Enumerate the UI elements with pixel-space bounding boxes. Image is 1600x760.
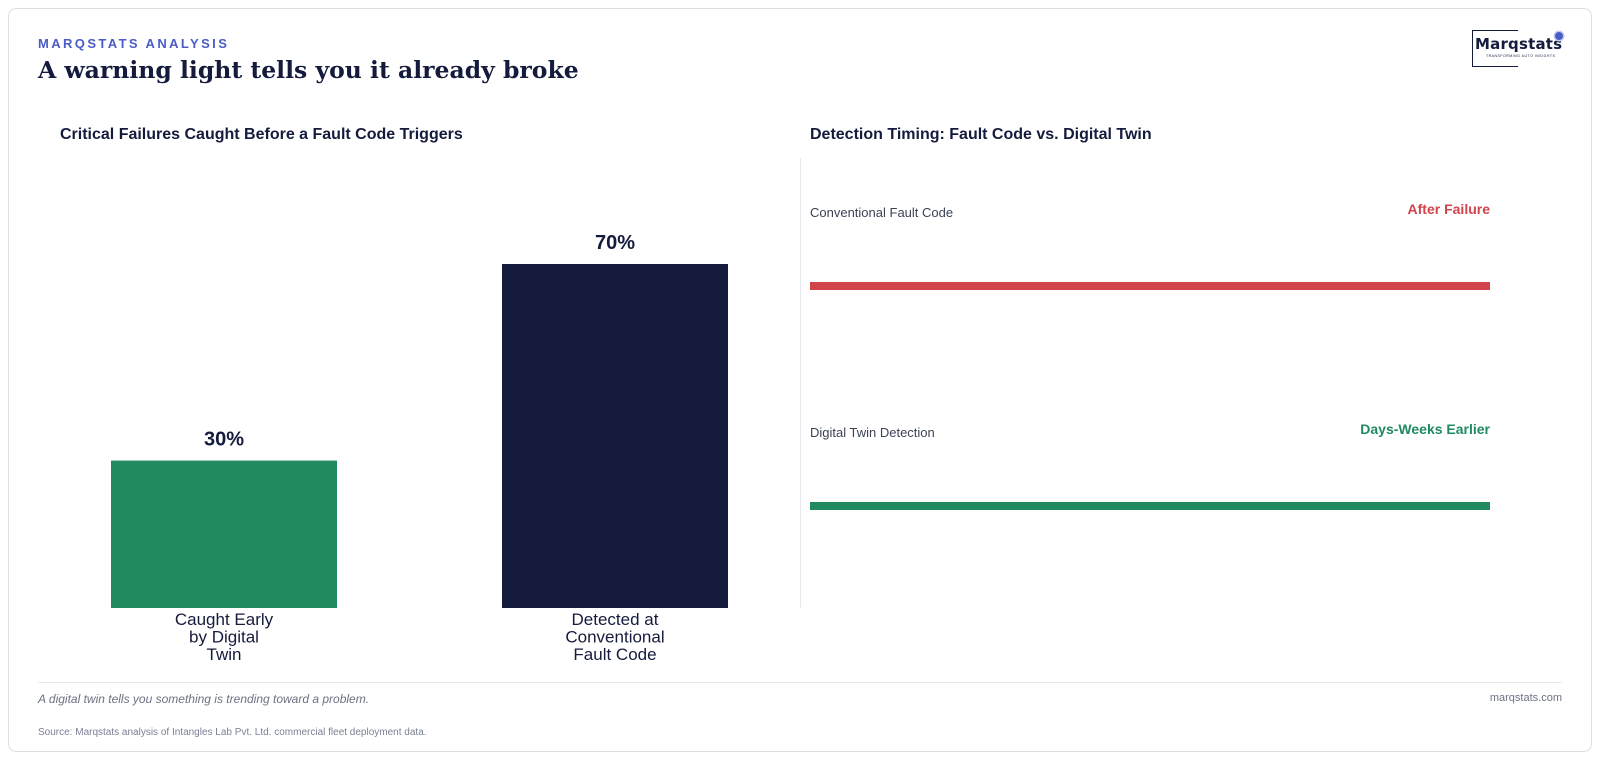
bar-fault-code <box>502 264 728 608</box>
timing-bar-digital-twin <box>810 502 1490 510</box>
x-tick-label: Detected at Conventional Fault Code <box>565 610 664 664</box>
x-tick-label: Caught Early by Digital Twin <box>175 610 274 664</box>
logo-tagline: TRANSFORMING AUTO INSIGHTS <box>1486 54 1556 58</box>
timing-row-label-digital-twin: Digital Twin Detection <box>810 425 935 440</box>
timing-row-status-digital-twin: Days-Weeks Earlier <box>1360 421 1490 437</box>
timing-row-label-fault-code: Conventional Fault Code <box>810 205 954 220</box>
logo-wordmark: Marqstats <box>1475 35 1563 53</box>
logo-frame <box>1472 30 1518 67</box>
marqstats-logo: Marqstats TRANSFORMING AUTO INSIGHTS <box>1472 30 1563 68</box>
footnote: A digital twin tells you something is tr… <box>38 692 370 706</box>
bar-caught-early <box>111 460 337 608</box>
timing-chart-title: Detection Timing: Fault Code vs. Digital… <box>810 126 1152 143</box>
logo-dot-icon <box>1555 32 1563 40</box>
bar-chart: 30% Caught Early by Digital Twin 70% Detected… <box>111 232 728 664</box>
source-note: Source: Marqstats analysis of Intangles … <box>38 727 427 738</box>
page-title: A warning light tells you it already bro… <box>38 56 579 84</box>
bar-chart-title: Critical Failures Caught Before a Fault … <box>60 126 463 143</box>
kicker-label: MARQSTATS ANALYSIS <box>38 36 230 51</box>
footer-divider <box>38 682 1562 683</box>
panel-divider <box>800 158 801 608</box>
timing-bar-fault-code <box>810 282 1490 290</box>
bar-value-label: 70% <box>595 232 635 254</box>
bar-value-label: 30% <box>204 429 244 451</box>
site-link[interactable]: marqstats.com <box>1489 692 1562 704</box>
timing-row-status-fault-code: After Failure <box>1407 201 1490 217</box>
